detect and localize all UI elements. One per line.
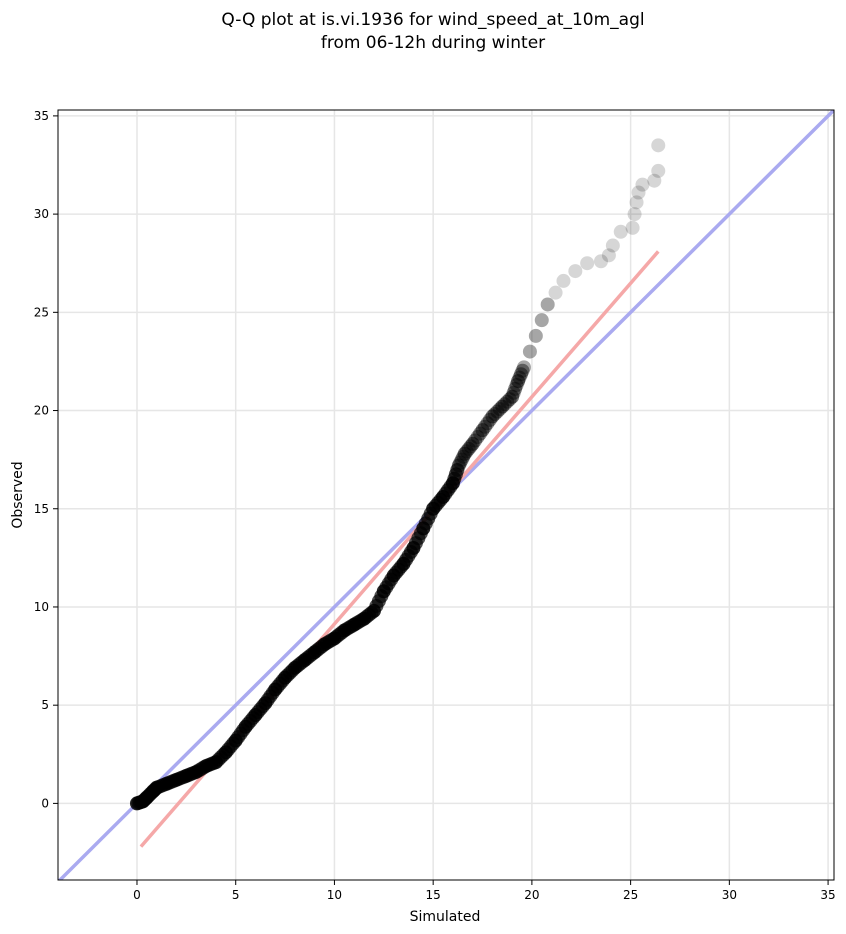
data-point [534, 313, 549, 328]
x-axis-ticks: 0 5 10 15 20 25 30 35 [133, 880, 836, 902]
data-point [512, 370, 527, 385]
data-point [516, 360, 531, 375]
x-axis-label: Simulated [410, 909, 481, 925]
data-point [625, 220, 640, 235]
chart-title-line1: Q-Q plot at is.vi.1936 for wind_speed_at… [221, 10, 644, 30]
data-point [629, 195, 644, 210]
data-point [635, 177, 650, 192]
y-axis-label: Observed [10, 461, 26, 528]
x-tick-label: 15 [426, 888, 441, 902]
plot-frame [57, 109, 835, 881]
data-point [514, 367, 529, 382]
data-point [457, 446, 472, 461]
x-tick-label: 20 [524, 888, 539, 902]
data-point [601, 248, 616, 263]
data-point [468, 433, 483, 448]
y-tick-label: 20 [34, 404, 49, 418]
data-point [451, 458, 466, 473]
data-point [613, 224, 628, 239]
x-tick-label: 35 [820, 888, 835, 902]
y-tick-label: 5 [41, 698, 49, 712]
y-tick-label: 15 [34, 502, 49, 516]
data-point [477, 419, 492, 434]
data-point [605, 238, 620, 253]
x-tick-label: 30 [722, 888, 737, 902]
data-point [556, 273, 571, 288]
data-point [627, 207, 642, 222]
chart-title-line2: from 06-12h during winter [321, 33, 545, 53]
data-point [522, 344, 537, 359]
data-point [631, 185, 646, 200]
x-tick-label: 0 [133, 888, 141, 902]
data-point [540, 297, 555, 312]
data-point [505, 389, 520, 404]
x-tick-label: 25 [623, 888, 638, 902]
y-axis-ticks: 0 5 10 15 20 25 30 35 [34, 109, 58, 810]
data-point [495, 399, 510, 414]
y-tick-label: 30 [34, 207, 49, 221]
data-point [506, 385, 521, 400]
data-point [475, 423, 490, 438]
data-point [651, 138, 666, 153]
data-point [651, 163, 666, 178]
data-point [465, 436, 480, 451]
data-point [528, 328, 543, 343]
data-point [594, 254, 609, 269]
data-point [511, 374, 526, 389]
data-point [548, 285, 563, 300]
data-point [515, 363, 530, 378]
y-tick-label: 0 [41, 796, 49, 810]
data-point [580, 256, 595, 271]
grid [58, 110, 834, 880]
data-points [129, 138, 666, 811]
data-point [568, 264, 583, 279]
y-tick-label: 25 [34, 305, 49, 319]
x-tick-label: 10 [327, 888, 342, 902]
y-tick-label: 10 [34, 600, 49, 614]
data-point [647, 173, 662, 188]
x-tick-label: 5 [232, 888, 240, 902]
data-point [485, 409, 500, 424]
y-tick-label: 35 [34, 109, 49, 123]
